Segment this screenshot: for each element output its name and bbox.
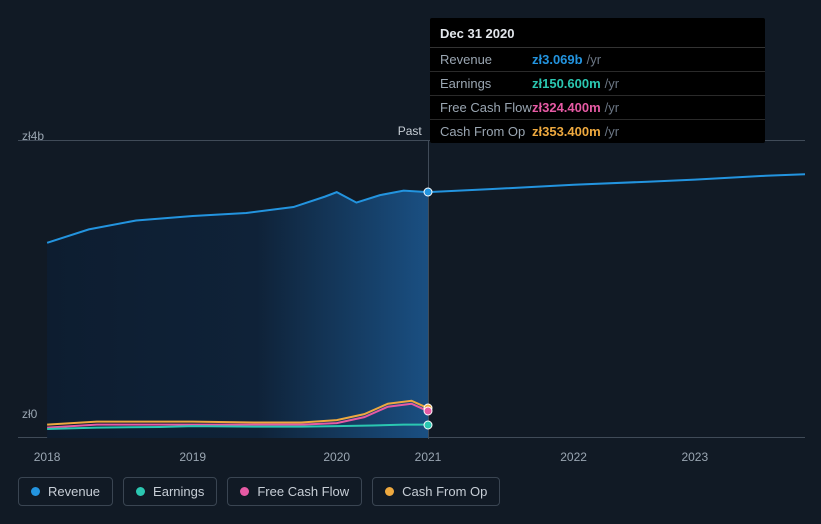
past-forecast-divider <box>428 140 429 439</box>
tooltip-row-unit: /yr <box>605 100 619 115</box>
tooltip-row-label: Earnings <box>440 76 532 91</box>
tooltip-row-value: zł324.400m <box>532 100 601 115</box>
legend-label: Revenue <box>48 484 100 499</box>
legend-item-free-cash-flow[interactable]: Free Cash Flow <box>227 477 362 506</box>
legend-label: Earnings <box>153 484 204 499</box>
legend-label: Free Cash Flow <box>257 484 349 499</box>
x-axis-tick: 2021 <box>415 450 442 464</box>
tooltip-row-label: Free Cash Flow <box>440 100 532 115</box>
legend: Revenue Earnings Free Cash Flow Cash From O… <box>18 477 500 506</box>
tooltip-row-unit: /yr <box>587 52 601 67</box>
tooltip-row-value: zł353.400m <box>532 124 601 139</box>
chart-tooltip: Dec 31 2020 Revenuezł3.069b/yrEarningszł… <box>430 18 765 143</box>
legend-dot-icon <box>385 487 394 496</box>
x-axis-tick: 2023 <box>681 450 708 464</box>
tooltip-row-unit: /yr <box>605 76 619 91</box>
marker-revenue <box>424 188 433 197</box>
financial-chart: Dec 31 2020 Revenuezł3.069b/yrEarningszł… <box>0 0 821 524</box>
tooltip-row-value: zł150.600m <box>532 76 601 91</box>
tooltip-row-label: Revenue <box>440 52 532 67</box>
past-region-label: Past <box>398 124 422 138</box>
tooltip-row-unit: /yr <box>605 124 619 139</box>
tooltip-date: Dec 31 2020 <box>430 18 765 48</box>
tooltip-row-value: zł3.069b <box>532 52 583 67</box>
tooltip-row-revenue: Revenuezł3.069b/yr <box>430 48 765 72</box>
x-axis-tick: 2019 <box>179 450 206 464</box>
x-axis-tick: 2022 <box>560 450 587 464</box>
x-axis-tick: 2018 <box>34 450 61 464</box>
plot-area[interactable]: Past Analysts Forecasts <box>18 140 805 438</box>
legend-dot-icon <box>31 487 40 496</box>
plot-svg <box>18 140 805 438</box>
legend-dot-icon <box>240 487 249 496</box>
tooltip-row-earnings: Earningszł150.600m/yr <box>430 72 765 96</box>
x-axis: 2018 2019 2020 2021 2022 2023 <box>18 448 805 468</box>
legend-item-cash-from-op[interactable]: Cash From Op <box>372 477 500 506</box>
tooltip-row-free-cash-flow: Free Cash Flowzł324.400m/yr <box>430 96 765 120</box>
marker-free-cash-flow <box>424 407 433 416</box>
x-axis-tick: 2020 <box>323 450 350 464</box>
legend-dot-icon <box>136 487 145 496</box>
y-axis-label: zł0 <box>22 407 28 421</box>
tooltip-row-cash-from-op: Cash From Opzł353.400m/yr <box>430 120 765 143</box>
legend-item-revenue[interactable]: Revenue <box>18 477 113 506</box>
legend-label: Cash From Op <box>402 484 487 499</box>
legend-item-earnings[interactable]: Earnings <box>123 477 217 506</box>
marker-earnings <box>424 420 433 429</box>
y-axis-label: zł4b <box>22 129 28 143</box>
tooltip-row-label: Cash From Op <box>440 124 532 139</box>
